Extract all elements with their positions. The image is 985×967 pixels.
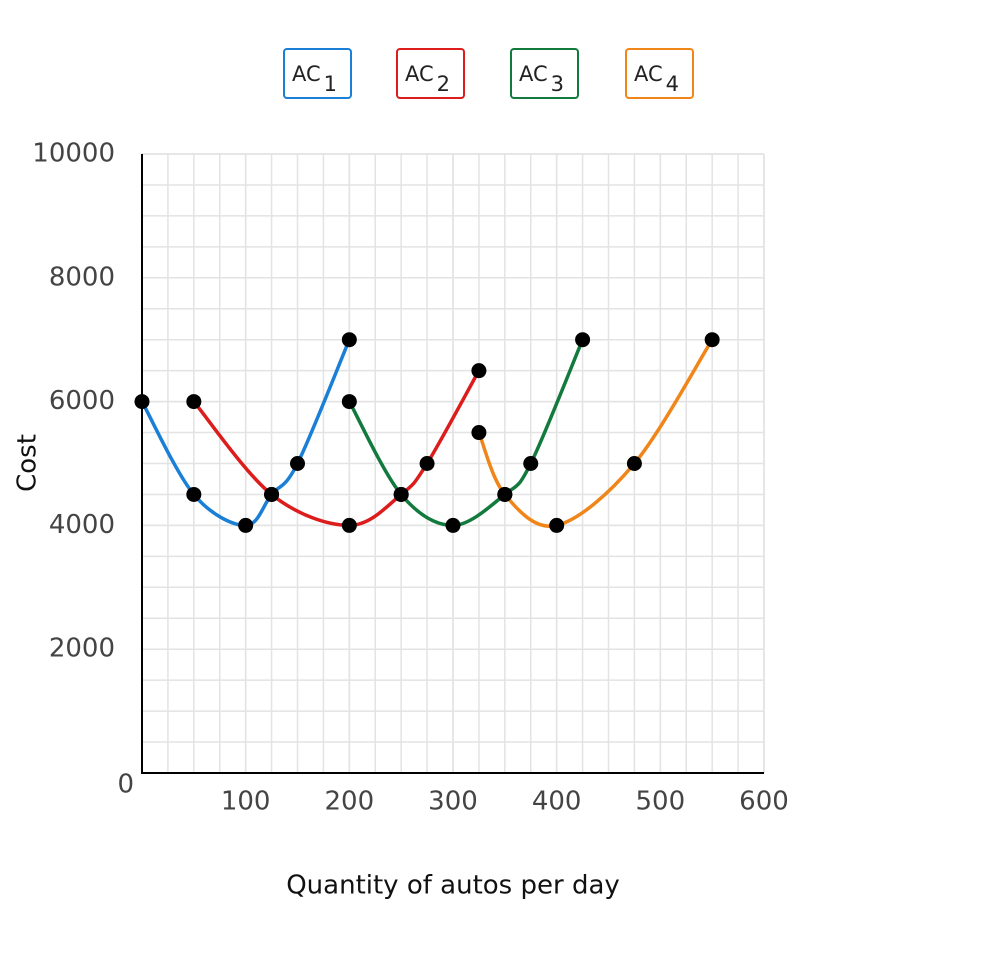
legend-box [396, 48, 465, 99]
y-tick-label: 8000 [49, 262, 115, 292]
legend-label: AC 4 [634, 62, 679, 96]
data-point [341, 517, 357, 533]
x-tick-label: 300 [428, 787, 478, 817]
x-tick-label: 200 [325, 787, 375, 817]
data-point [134, 394, 150, 410]
data-point [549, 517, 565, 533]
y-tick-label: 0 [117, 770, 134, 800]
y-tick-label: 10000 [32, 139, 115, 169]
legend-box [283, 48, 352, 99]
data-point [341, 394, 357, 410]
data-point [445, 517, 461, 533]
data-point [471, 363, 487, 379]
data-point [393, 486, 409, 502]
data-point [471, 425, 487, 441]
legend-label: AC 2 [405, 62, 450, 96]
data-point [290, 456, 305, 471]
line [347, 339, 585, 528]
legend-box [510, 48, 579, 99]
data-point [523, 456, 539, 471]
data-point [704, 332, 720, 348]
line [192, 369, 481, 528]
x-axis-title: Quantity of autos per day [286, 871, 620, 901]
data-point [497, 486, 513, 502]
data-point [341, 332, 357, 348]
y-tick-label: 4000 [49, 510, 115, 540]
line [477, 338, 714, 528]
data-point [575, 332, 591, 348]
y-tick-label: 6000 [49, 386, 115, 416]
legend-label: AC 3 [519, 62, 564, 96]
line [140, 339, 351, 528]
data-point [264, 486, 280, 502]
y-tick-label: 2000 [49, 634, 115, 664]
data-point [186, 486, 202, 502]
data-point [626, 456, 642, 471]
x-tick-label: 100 [221, 787, 271, 817]
data-point [238, 517, 254, 533]
y-axis-title: Cost [13, 434, 43, 492]
x-tick-label: 400 [532, 787, 582, 817]
data-point [419, 456, 435, 471]
legend-label: AC 1 [292, 62, 337, 96]
x-tick-label: 500 [636, 787, 686, 817]
x-tick-label: 600 [739, 787, 789, 817]
data-point [186, 394, 202, 410]
legend-box [625, 48, 694, 99]
